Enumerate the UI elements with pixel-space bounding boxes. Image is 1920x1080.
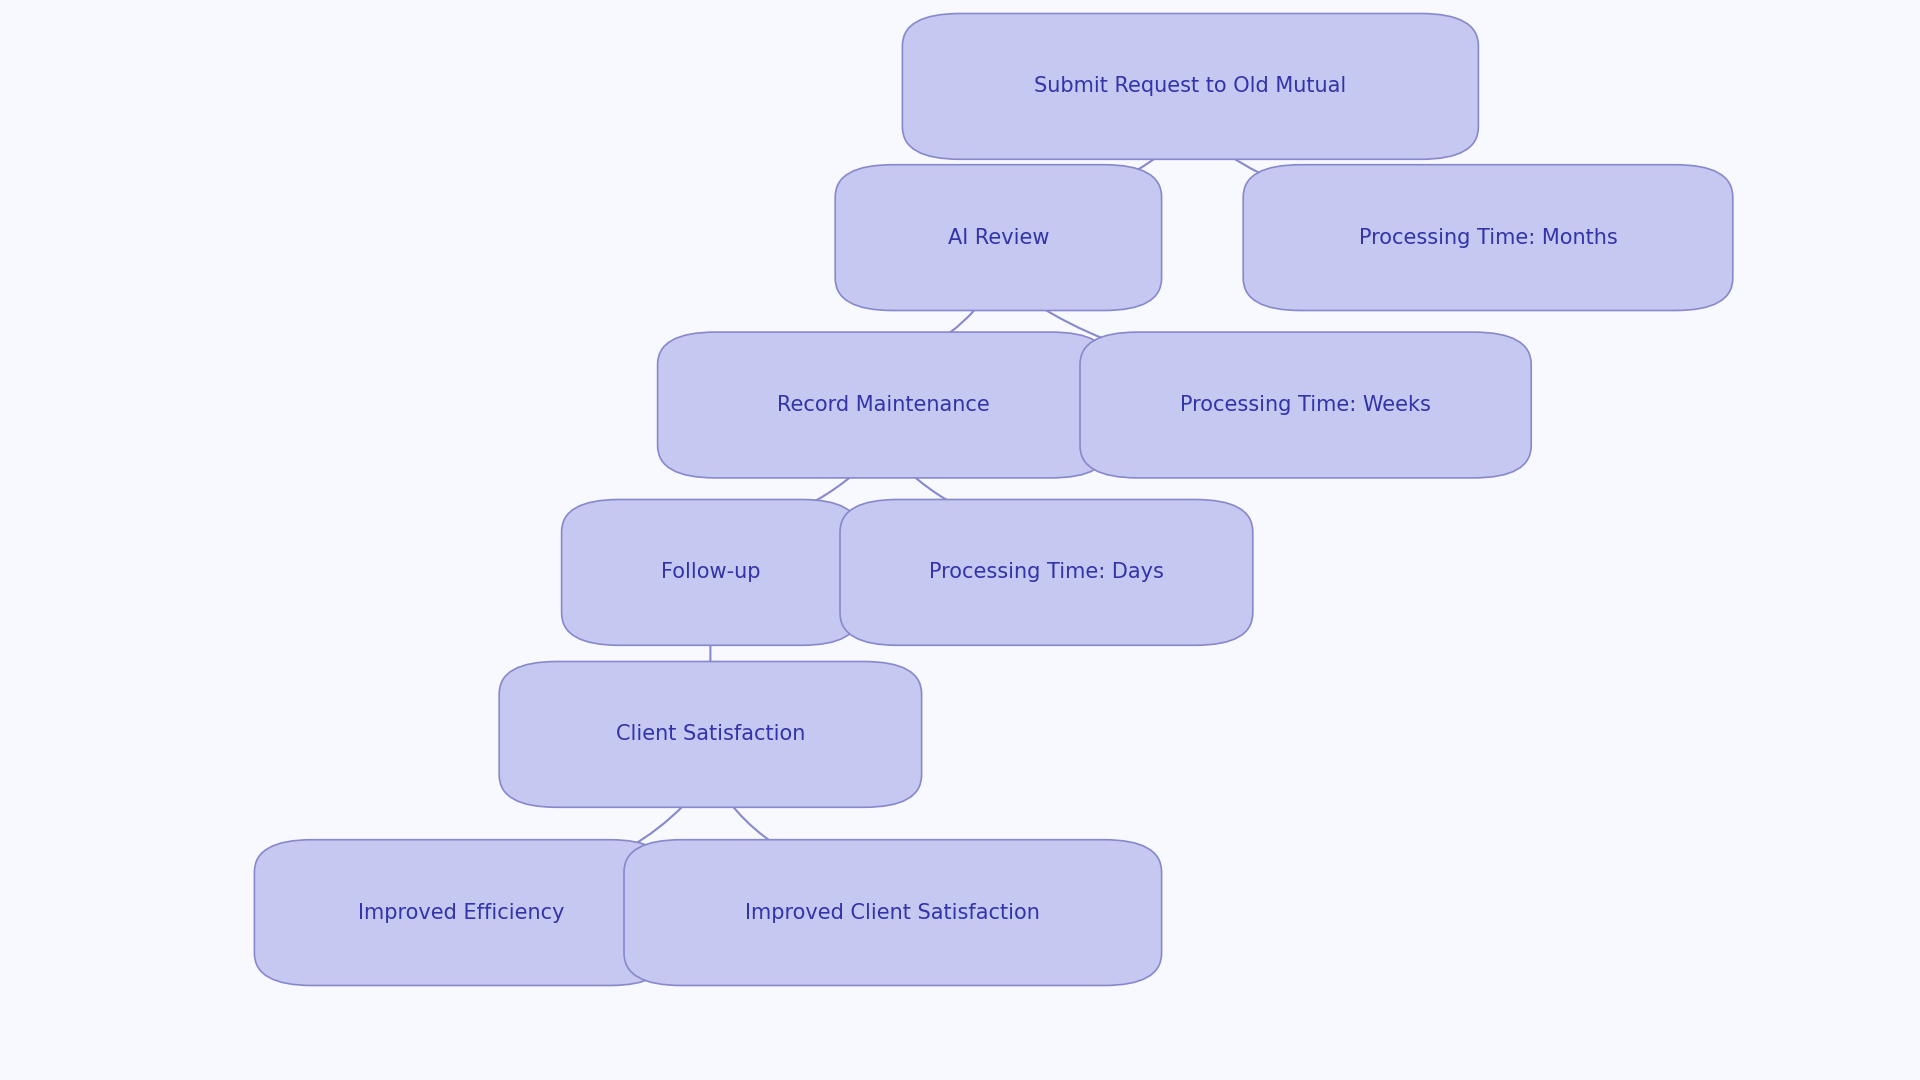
- FancyBboxPatch shape: [1242, 164, 1732, 311]
- Text: Submit Request to Old Mutual: Submit Request to Old Mutual: [1035, 77, 1346, 96]
- Text: Processing Time: Months: Processing Time: Months: [1359, 228, 1617, 247]
- Text: Improved Efficiency: Improved Efficiency: [357, 903, 564, 922]
- FancyBboxPatch shape: [902, 13, 1478, 159]
- FancyBboxPatch shape: [561, 499, 860, 645]
- FancyBboxPatch shape: [1079, 333, 1532, 477]
- FancyBboxPatch shape: [835, 164, 1162, 311]
- Text: Record Maintenance: Record Maintenance: [778, 395, 989, 415]
- FancyBboxPatch shape: [841, 499, 1252, 645]
- FancyBboxPatch shape: [499, 661, 922, 807]
- Text: Follow-up: Follow-up: [660, 563, 760, 582]
- FancyBboxPatch shape: [624, 840, 1162, 985]
- Text: AI Review: AI Review: [948, 228, 1048, 247]
- Text: Processing Time: Days: Processing Time: Days: [929, 563, 1164, 582]
- FancyBboxPatch shape: [253, 840, 668, 985]
- Text: Processing Time: Weeks: Processing Time: Weeks: [1181, 395, 1430, 415]
- Text: Improved Client Satisfaction: Improved Client Satisfaction: [745, 903, 1041, 922]
- Text: Client Satisfaction: Client Satisfaction: [616, 725, 804, 744]
- FancyBboxPatch shape: [657, 333, 1110, 477]
